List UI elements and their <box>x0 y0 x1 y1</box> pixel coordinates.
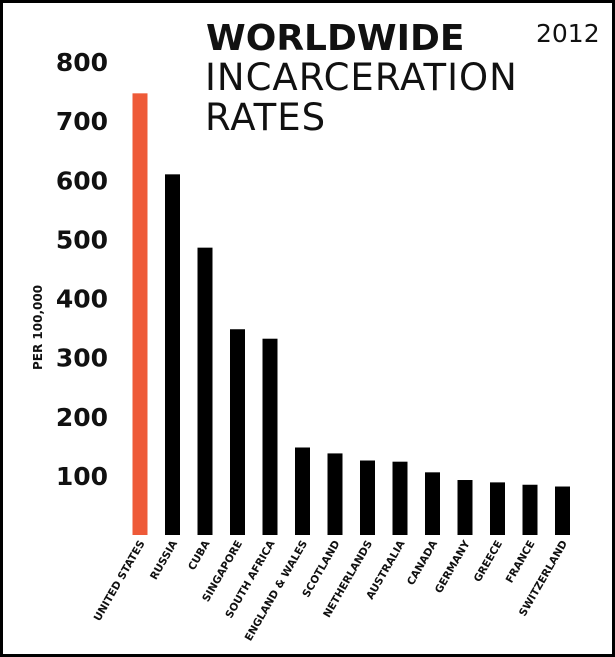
chart-subtitle-line-1: INCARCERATION <box>205 56 518 99</box>
bar-united-states <box>132 93 148 536</box>
bar-canada <box>425 472 440 535</box>
x-tick-label: RUSSIA <box>148 538 180 582</box>
bar-russia <box>165 174 180 535</box>
y-tick-label: 800 <box>56 48 108 77</box>
y-axis-ticks: 100 200 300 400 500 600 700 800 <box>56 48 108 491</box>
chart-year: 2012 <box>536 19 600 48</box>
bar-cuba <box>197 247 213 535</box>
x-tick-label: GREECE <box>472 539 505 585</box>
bars <box>132 93 570 536</box>
y-tick-label: 100 <box>56 462 108 491</box>
x-tick-label: ENGLAND & WALES <box>243 539 310 644</box>
x-tick-label: CUBA <box>186 538 213 573</box>
bar-south-africa <box>262 338 278 535</box>
bar-singapore <box>230 329 245 535</box>
y-tick-label: 600 <box>56 166 108 195</box>
chart-title: WORLDWIDE <box>206 18 464 59</box>
bar-france <box>522 484 538 535</box>
bar-england-wales <box>295 447 310 535</box>
x-tick-label: FRANCE <box>504 539 538 586</box>
y-tick-label: 700 <box>56 107 108 136</box>
bar-netherlands <box>360 460 375 535</box>
y-tick-label: 500 <box>56 225 108 254</box>
bar-germany <box>457 480 473 535</box>
bar-scotland <box>327 453 343 535</box>
x-tick-label: UNITED STATES <box>92 539 148 624</box>
bar-australia <box>392 461 408 535</box>
y-axis-label: PER 100,000 <box>31 285 45 370</box>
y-tick-label: 200 <box>56 403 108 432</box>
y-tick-label: 400 <box>56 285 108 314</box>
chart-subtitle-line-2: RATES <box>205 96 326 139</box>
x-tick-label: CANADA <box>405 538 441 588</box>
y-tick-label: 300 <box>56 344 108 373</box>
bar-switzerland <box>555 486 570 535</box>
bar-greece <box>490 482 505 535</box>
